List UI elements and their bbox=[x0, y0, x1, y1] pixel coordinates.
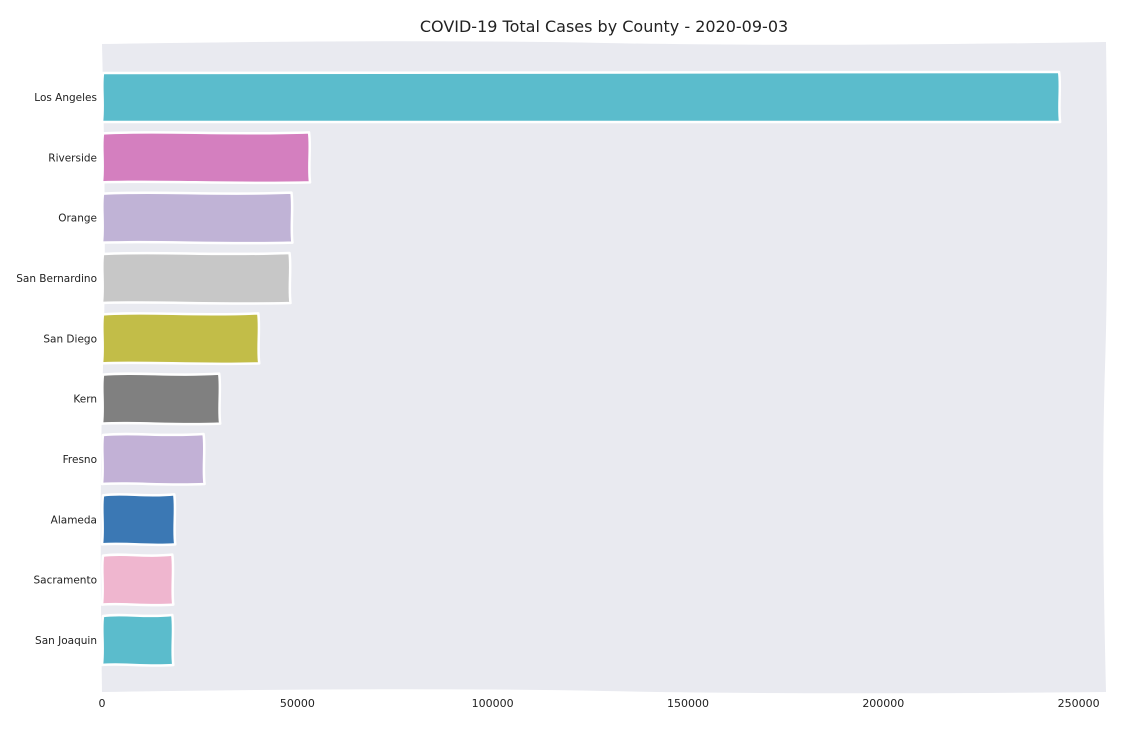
bar-alameda bbox=[100, 493, 177, 547]
bars-group bbox=[100, 70, 1062, 667]
bar-san-diego bbox=[100, 312, 261, 366]
category-label-fresno: Fresno bbox=[63, 454, 97, 466]
bar-san-joaquin bbox=[100, 613, 175, 667]
category-label-san-bernardino: San Bernardino bbox=[16, 273, 97, 285]
bar-san-bernardino bbox=[100, 251, 292, 305]
category-label-los-angeles: Los Angeles bbox=[34, 92, 97, 104]
x-tick-label: 50000 bbox=[280, 697, 315, 710]
x-tick-label: 150000 bbox=[667, 697, 709, 710]
x-tick-label: 200000 bbox=[862, 697, 904, 710]
bar-riverside bbox=[100, 131, 312, 185]
category-label-kern: Kern bbox=[73, 394, 97, 406]
x-tick-label: 0 bbox=[99, 697, 106, 710]
x-axis-ticks: 0 50000 100000 150000 200000 250000 bbox=[99, 697, 1100, 710]
category-label-san-diego: San Diego bbox=[43, 333, 97, 345]
category-labels: Los Angeles Riverside Orange San Bernardino… bbox=[16, 92, 97, 647]
chart-title: COVID-19 Total Cases by County - 2020-09… bbox=[420, 17, 788, 36]
bar-orange bbox=[100, 191, 294, 245]
bar-fresno bbox=[100, 432, 206, 486]
category-label-san-joaquin: San Joaquin bbox=[35, 635, 97, 647]
category-label-orange: Orange bbox=[58, 213, 97, 225]
plot-background bbox=[100, 41, 1108, 694]
category-label-riverside: Riverside bbox=[48, 152, 97, 164]
bar-los-angeles bbox=[100, 70, 1062, 124]
category-label-alameda: Alameda bbox=[51, 514, 97, 526]
bar-sacramento bbox=[100, 553, 175, 607]
bar-kern bbox=[100, 372, 222, 426]
x-tick-label: 100000 bbox=[472, 697, 514, 710]
category-label-sacramento: Sacramento bbox=[33, 575, 97, 587]
x-tick-label: 250000 bbox=[1058, 697, 1100, 710]
